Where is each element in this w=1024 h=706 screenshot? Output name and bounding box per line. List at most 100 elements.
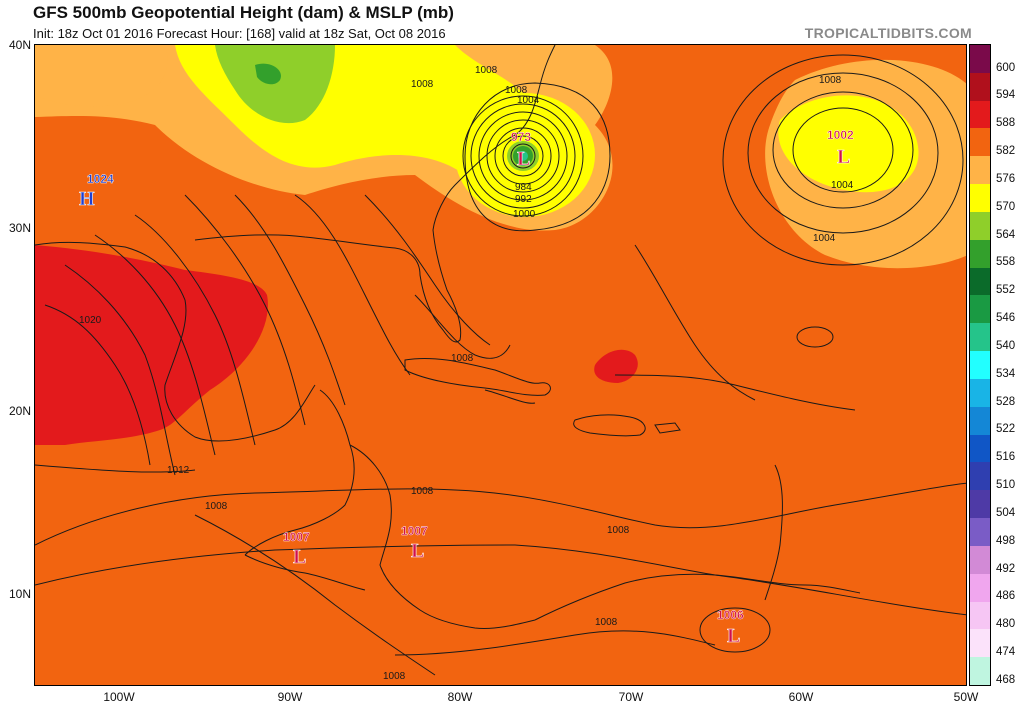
isobar-label: 1008 [205, 501, 228, 512]
height-fill-564 [215, 45, 335, 124]
isobar-label: 1008 [819, 75, 842, 86]
pressure-value: 1007 [401, 524, 428, 538]
pressure-letter: H [79, 188, 95, 210]
colorbar-level-label: 576 [996, 172, 1016, 185]
map-title: GFS 500mb Geopotential Height (dam) & MS… [33, 3, 454, 22]
lat-label-10n: 10N [8, 587, 31, 601]
colorbar-level-label: 564 [996, 228, 1016, 241]
colorbar-level-label: 510 [996, 479, 1016, 492]
colorbar-swatch [970, 601, 990, 630]
pressure-system-low-atlantic: 1002 L [827, 128, 854, 169]
colorbar-level-label: 492 [996, 562, 1016, 575]
isobar-label: 1008 [505, 85, 528, 96]
colorbar-swatch [970, 351, 990, 380]
pressure-value: 1024 [87, 172, 114, 186]
colorbar-level-label: 546 [996, 312, 1016, 325]
site-watermark: TROPICALTIDBITS.COM [804, 25, 972, 41]
height-colorbar [969, 44, 991, 686]
pressure-letter: L [411, 540, 424, 562]
lat-label-20n: 20N [8, 404, 31, 418]
colorbar-level-label: 516 [996, 451, 1016, 464]
colorbar-swatch [970, 100, 990, 129]
isobar-label: 1008 [411, 486, 434, 497]
lon-label-70w: 70W [618, 690, 644, 704]
pressure-value: 1007 [283, 530, 310, 544]
pressure-system-low-venezuela: 1006 L [717, 608, 744, 648]
colorbar-swatch [970, 657, 990, 686]
isobar-label: 1008 [607, 525, 630, 536]
isobars [35, 54, 966, 676]
pressure-system-low-guatemala: 1007 L [283, 530, 310, 569]
colorbar-level-label: 582 [996, 145, 1016, 158]
isobar-value-labels: 1008 1004 1000 992 984 1004 1008 1004 10… [79, 65, 854, 682]
isobar-label: 1004 [813, 233, 836, 244]
pressure-system-high-gulf: 1024 H [79, 172, 115, 211]
colorbar-level-label: 522 [996, 423, 1016, 436]
height-fill-588-west [35, 245, 268, 445]
pressure-value: 1006 [717, 608, 744, 622]
colorbar-swatch [970, 184, 990, 213]
colorbar-swatch [970, 462, 990, 491]
height-fill-570-atlantic [778, 95, 919, 193]
colorbar-level-label: 540 [996, 339, 1016, 352]
lon-label-50w: 50W [953, 690, 979, 704]
lat-label-30n: 30N [8, 221, 31, 235]
colorbar-level-label: 480 [996, 618, 1016, 631]
lon-label-60w: 60W [788, 690, 814, 704]
isobar-label: 1020 [79, 315, 102, 326]
colorbar-level-label: 570 [996, 200, 1016, 213]
isobar-label: 1008 [475, 65, 498, 76]
lat-label-40n: 40N [8, 38, 31, 52]
colorbar-level-label: 486 [996, 590, 1016, 603]
map-panel: 1008 1004 1000 992 984 1004 1008 1004 10… [34, 44, 967, 686]
colorbar-level-label: 468 [996, 673, 1016, 686]
colorbar-swatch [970, 545, 990, 575]
colorbar-swatch [970, 239, 990, 269]
colorbar-swatch [970, 128, 990, 157]
pressure-letter: L [727, 625, 740, 647]
pressure-letter: L [837, 146, 850, 168]
isobar-label: 992 [515, 194, 532, 205]
colorbar-level-label: 498 [996, 534, 1016, 547]
isobar-label: 984 [515, 182, 532, 193]
colorbar-swatch [970, 378, 990, 408]
colorbar-level-label: 600 [996, 61, 1016, 74]
colorbar-swatch [970, 518, 990, 547]
lon-label-80w: 80W [447, 690, 473, 704]
isobar-label: 1008 [383, 671, 406, 682]
pressure-value: 1002 [827, 128, 854, 142]
pressure-system-low-carolina: 973 L [511, 130, 532, 171]
colorbar-level-label: 534 [996, 367, 1016, 380]
colorbar-swatch [970, 72, 990, 102]
colorbar-swatch [970, 406, 990, 436]
colorbar-swatch [970, 323, 990, 352]
colorbar-swatch [970, 295, 990, 324]
pressure-letter: L [293, 546, 306, 568]
colorbar-swatch [970, 267, 990, 296]
colorbar-level-label: 504 [996, 506, 1016, 519]
colorbar-swatch [970, 211, 990, 241]
isobar-label: 1004 [517, 95, 540, 106]
colorbar-level-label: 558 [996, 256, 1016, 269]
colorbar-level-label: 552 [996, 284, 1016, 297]
map-subtitle: Init: 18z Oct 01 2016 Forecast Hour: [16… [33, 26, 446, 41]
pressure-value: 973 [511, 130, 531, 144]
coastlines [35, 45, 861, 629]
colorbar-swatch [970, 573, 990, 602]
height-fill-576-west [35, 45, 168, 107]
colorbar-level-label: 594 [996, 89, 1016, 102]
isobar-label: 1008 [595, 617, 618, 628]
colorbar-swatch [970, 434, 990, 463]
map-canvas: 1008 1004 1000 992 984 1004 1008 1004 10… [35, 45, 966, 685]
colorbar-level-label: 528 [996, 395, 1016, 408]
height-fill-558 [255, 63, 281, 85]
pressure-letter: L [517, 148, 530, 170]
height-fill-546-low [518, 151, 528, 161]
lon-label-100w: 100W [103, 690, 135, 704]
pressure-system-low-caribbean: 1007 L [401, 524, 428, 563]
colorbar-swatch [970, 156, 990, 185]
colorbar-level-label: 474 [996, 646, 1016, 658]
isobar-label: 1012 [167, 465, 190, 476]
colorbar-swatch [970, 629, 990, 658]
isobar-label: 1004 [831, 180, 854, 191]
